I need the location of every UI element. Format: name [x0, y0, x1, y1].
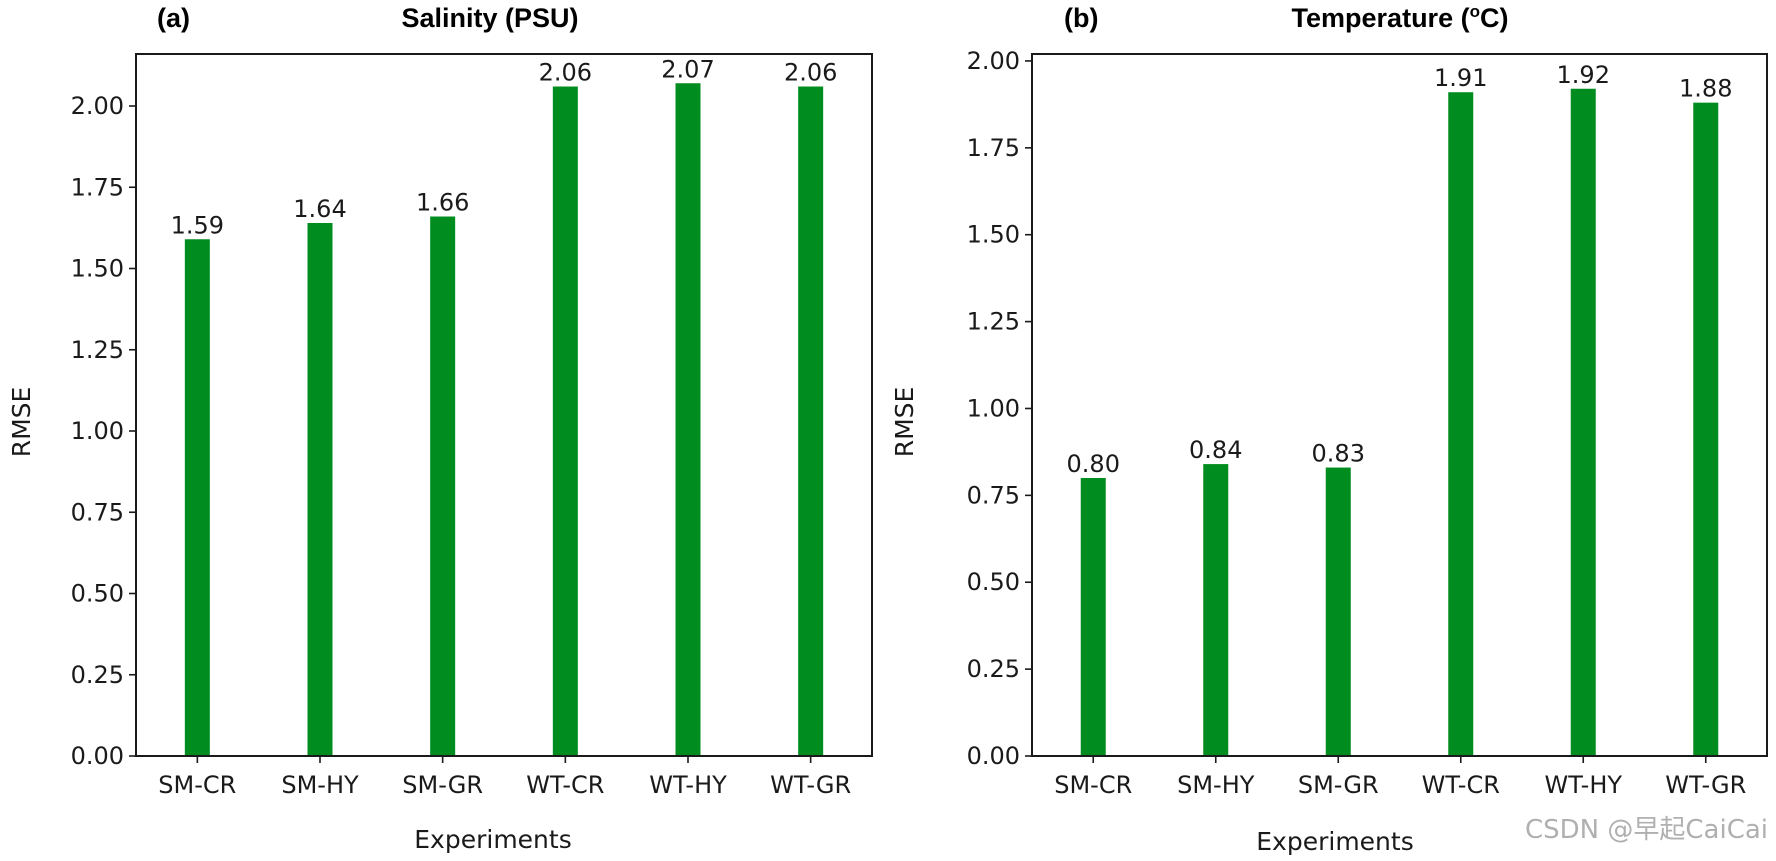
x-tick-label-temperature-wt-gr: WT-GR — [1665, 771, 1746, 799]
panel-label-b: (b) — [1064, 3, 1098, 33]
y-tick-label-temperature-1: 0.25 — [967, 655, 1020, 683]
chart-title-salinity: Salinity (PSU) — [401, 3, 578, 33]
bar-salinity-sm-hy — [307, 223, 333, 756]
bar-temperature-sm-cr — [1080, 477, 1106, 756]
y-tick-label-salinity-0: 0.00 — [71, 742, 124, 770]
y-tick-label-temperature-3: 0.75 — [967, 481, 1020, 509]
y-tick-label-salinity-4: 1.00 — [71, 417, 124, 445]
title-temperature-unit: C) — [1480, 3, 1509, 33]
bar-temperature-sm-gr — [1325, 467, 1351, 756]
y-tick-label-salinity-7: 1.75 — [71, 173, 124, 201]
bar-temperature-wt-cr — [1448, 92, 1474, 756]
bar-salinity-sm-cr — [184, 239, 210, 756]
x-tick-label-salinity-wt-gr: WT-GR — [770, 771, 851, 799]
plot-area-salinity: 0.00 0.25 0.50 0.75 1.00 1.25 1.50 1.75 2.00 1.59… — [71, 53, 873, 799]
x-tick-label-salinity-wt-hy: WT-HY — [649, 771, 727, 799]
panel-label-a: (a) — [157, 3, 190, 33]
x-tick-label-temperature-sm-cr: SM-CR — [1054, 771, 1132, 799]
panel-temperature: (b) Temperature (oC) RMSE Experiments 0.… — [890, 2, 1768, 856]
x-tick-label-salinity-sm-gr: SM-GR — [402, 771, 483, 799]
y-axis-label-temperature: RMSE — [890, 387, 919, 458]
data-label-temperature-sm-hy: 0.84 — [1189, 436, 1242, 464]
y-tick-label-salinity-1: 0.25 — [71, 661, 124, 689]
y-tick-label-salinity-2: 0.50 — [71, 580, 124, 608]
y-tick-label-salinity-8: 2.00 — [71, 92, 124, 120]
bar-salinity-wt-cr — [552, 86, 578, 756]
y-tick-label-temperature-7: 1.75 — [967, 134, 1020, 162]
watermark: CSDN @早起CaiCai — [1525, 815, 1768, 845]
plot-area-temperature: 0.00 0.25 0.50 0.75 1.00 1.25 1.50 1.75 2.00 0.80… — [967, 47, 1768, 799]
x-tick-label-temperature-sm-hy: SM-HY — [1177, 771, 1255, 799]
bar-temperature-wt-hy — [1570, 88, 1596, 757]
bar-salinity-sm-gr — [430, 216, 456, 756]
y-axis-label-salinity: RMSE — [7, 387, 36, 458]
bar-temperature-wt-gr — [1693, 102, 1719, 757]
data-label-temperature-wt-gr: 1.88 — [1679, 75, 1732, 103]
axes-frame-temperature — [1031, 53, 1768, 757]
data-label-salinity-wt-gr: 2.06 — [784, 59, 837, 87]
x-tick-label-salinity-sm-cr: SM-CR — [158, 771, 236, 799]
x-tick-label-temperature-wt-hy: WT-HY — [1544, 771, 1622, 799]
panel-salinity: (a) Salinity (PSU) RMSE Experiments 0.00… — [7, 3, 873, 854]
title-temperature-degree: o — [1470, 2, 1480, 21]
y-tick-label-salinity-6: 1.50 — [71, 255, 124, 283]
y-tick-label-temperature-8: 2.00 — [967, 47, 1020, 75]
data-label-salinity-wt-hy: 2.07 — [661, 55, 714, 83]
y-tick-label-salinity-3: 0.75 — [71, 498, 124, 526]
bar-temperature-sm-hy — [1203, 464, 1229, 756]
title-temperature-main: Temperature ( — [1292, 3, 1470, 33]
x-tick-label-temperature-wt-cr: WT-CR — [1422, 771, 1500, 799]
data-label-salinity-wt-cr: 2.06 — [539, 59, 592, 87]
bar-salinity-wt-gr — [798, 86, 824, 756]
x-tick-label-salinity-sm-hy: SM-HY — [281, 771, 359, 799]
bar-salinity-wt-hy — [675, 83, 701, 756]
y-tick-label-temperature-6: 1.50 — [967, 221, 1020, 249]
x-axis-label-salinity: Experiments — [414, 825, 571, 854]
chart-title-temperature: Temperature (oC) — [1292, 2, 1509, 33]
data-label-salinity-sm-cr: 1.59 — [171, 211, 224, 239]
x-tick-label-temperature-sm-gr: SM-GR — [1298, 771, 1379, 799]
y-tick-label-salinity-5: 1.25 — [71, 336, 124, 364]
y-tick-label-temperature-5: 1.25 — [967, 308, 1020, 336]
data-label-temperature-wt-cr: 1.91 — [1434, 64, 1487, 92]
x-axis-label-temperature: Experiments — [1256, 827, 1413, 856]
x-tick-label-salinity-wt-cr: WT-CR — [526, 771, 604, 799]
data-label-temperature-sm-gr: 0.83 — [1312, 440, 1365, 468]
data-label-temperature-sm-cr: 0.80 — [1067, 450, 1120, 478]
data-label-salinity-sm-gr: 1.66 — [416, 189, 469, 217]
axes-frame-salinity — [135, 53, 873, 757]
data-label-salinity-sm-hy: 1.64 — [293, 195, 346, 223]
y-tick-label-temperature-0: 0.00 — [967, 742, 1020, 770]
data-label-temperature-wt-hy: 1.92 — [1557, 61, 1610, 89]
y-tick-label-temperature-4: 1.00 — [967, 394, 1020, 422]
y-tick-label-temperature-2: 0.50 — [967, 568, 1020, 596]
